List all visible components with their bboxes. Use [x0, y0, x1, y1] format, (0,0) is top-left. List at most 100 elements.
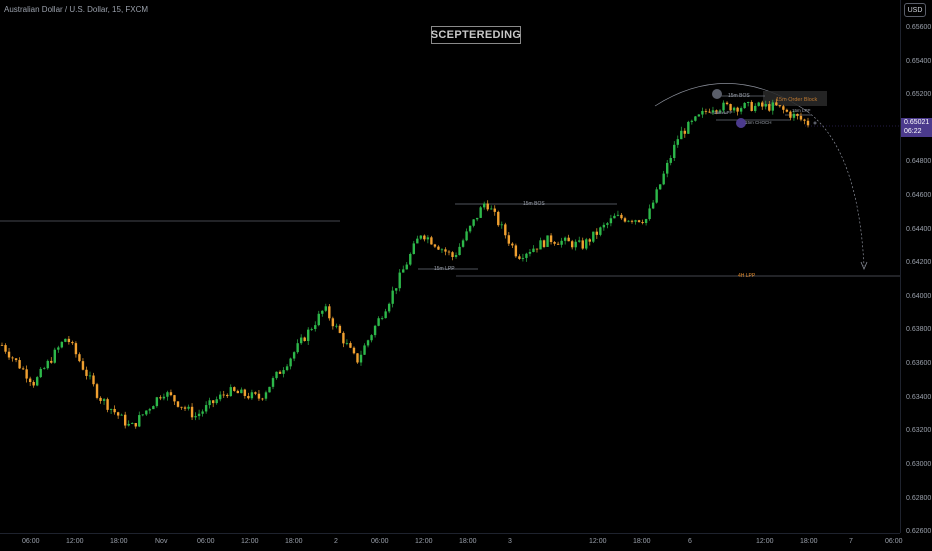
candle-down [803, 119, 806, 121]
price-tick: 0.63800 [906, 326, 932, 333]
candle-up [395, 288, 398, 291]
candle-down [736, 107, 739, 112]
candle-up [419, 235, 423, 239]
candle-down [28, 378, 32, 382]
candle-up [391, 290, 394, 304]
candle-up [655, 189, 658, 203]
candle-up [475, 217, 479, 220]
candle-up [680, 130, 683, 140]
time-axis[interactable]: 06:00 12:00 18:00 Nov 06:00 12:00 18:00 … [0, 533, 903, 551]
candle-down [437, 246, 440, 250]
swing-high-marker[interactable] [712, 89, 722, 99]
candle-up [409, 253, 412, 265]
price-tick: 0.64600 [906, 192, 932, 199]
candle-up [416, 238, 419, 244]
candle-up [321, 310, 324, 314]
swing-low-marker[interactable] [736, 118, 746, 128]
candle-up [405, 264, 408, 270]
candle-down [514, 245, 518, 257]
candle-up [722, 102, 725, 111]
price-tick: 0.62600 [906, 528, 932, 535]
candle-up [658, 184, 662, 190]
candle-up [307, 329, 310, 342]
candle-up [127, 423, 130, 426]
candle-up [138, 415, 141, 427]
candle-up [57, 347, 60, 350]
time-tick: 3 [508, 538, 512, 545]
time-tick: 18:00 [633, 538, 651, 545]
candle-down [243, 389, 247, 396]
candle-up [314, 325, 317, 330]
candle-down [342, 332, 345, 344]
bos-label-middle: 15m BOS [523, 201, 545, 207]
candle-down [553, 241, 556, 244]
price-tick: 0.64000 [906, 293, 932, 300]
candle-up [345, 343, 349, 344]
chart-area[interactable]: 15m BOS 15m LPP 4H LPP 15m BOS 15m Order… [0, 0, 900, 533]
candle-down [116, 412, 120, 416]
candle-up [384, 311, 387, 319]
candle-down [113, 408, 116, 413]
candle-up [528, 251, 532, 254]
lpp-4h-label: 4H LPP [738, 273, 756, 279]
order-block-zone[interactable] [763, 91, 827, 106]
candle-up [412, 243, 415, 254]
candle-up [387, 303, 391, 312]
lpp-label-middle: 15m LPP [434, 266, 455, 272]
candle-up [282, 370, 285, 374]
candle-up [141, 414, 144, 416]
price-axis[interactable] [900, 0, 932, 533]
candle-down [233, 387, 236, 391]
candle-up [380, 318, 384, 319]
candle-down [32, 381, 35, 386]
candles-group [0, 98, 810, 429]
candle-down [433, 244, 437, 247]
candle-up [43, 368, 46, 370]
time-tick: 12:00 [66, 538, 84, 545]
candle-up [152, 406, 155, 410]
candle-up [627, 220, 630, 222]
price-tick: 0.62800 [906, 495, 932, 502]
candle-up [229, 387, 232, 397]
price-chart[interactable]: 15m BOS 15m LPP 4H LPP 15m BOS 15m Order… [0, 0, 900, 533]
candle-up [53, 349, 56, 363]
candle-down [782, 106, 785, 110]
candle-up [268, 386, 271, 393]
candle-up [732, 107, 736, 111]
candle-down [623, 218, 627, 222]
candle-up [602, 224, 606, 228]
candle-down [588, 239, 591, 242]
candle-up [711, 110, 715, 113]
currency-button[interactable]: USD [904, 3, 926, 17]
candle-down [549, 235, 553, 242]
candle-up [299, 337, 303, 344]
candle-down [328, 306, 331, 319]
symbol-title[interactable]: Australian Dollar / U.S. Dollar, 15, FXC… [4, 5, 149, 14]
candle-up [694, 116, 697, 121]
time-tick: 18:00 [110, 538, 128, 545]
candle-up [275, 371, 278, 379]
candle-up [120, 414, 123, 416]
candle-down [222, 394, 225, 396]
candle-down [349, 343, 352, 348]
current-price-badge: 0.65021 06:22 [901, 118, 932, 137]
candle-up [46, 360, 49, 369]
time-tick: 12:00 [415, 538, 433, 545]
candle-down [169, 392, 173, 396]
lpp-label-top-left: 15m LPP [714, 110, 733, 115]
candle-up [585, 239, 588, 249]
candle-up [398, 272, 401, 289]
candle-down [778, 105, 782, 107]
candle-up [673, 144, 676, 158]
candle-up [250, 392, 254, 399]
candle-up [271, 378, 275, 387]
candle-down [7, 351, 11, 358]
projection-curve-arrow[interactable] [807, 111, 865, 267]
candle-up [162, 396, 166, 399]
current-price-label: 0.65021 [904, 119, 930, 126]
candle-down [247, 395, 250, 399]
candle-down [159, 397, 162, 399]
candle-down [95, 384, 99, 398]
candle-up [166, 392, 169, 397]
time-tick: 06:00 [22, 538, 40, 545]
